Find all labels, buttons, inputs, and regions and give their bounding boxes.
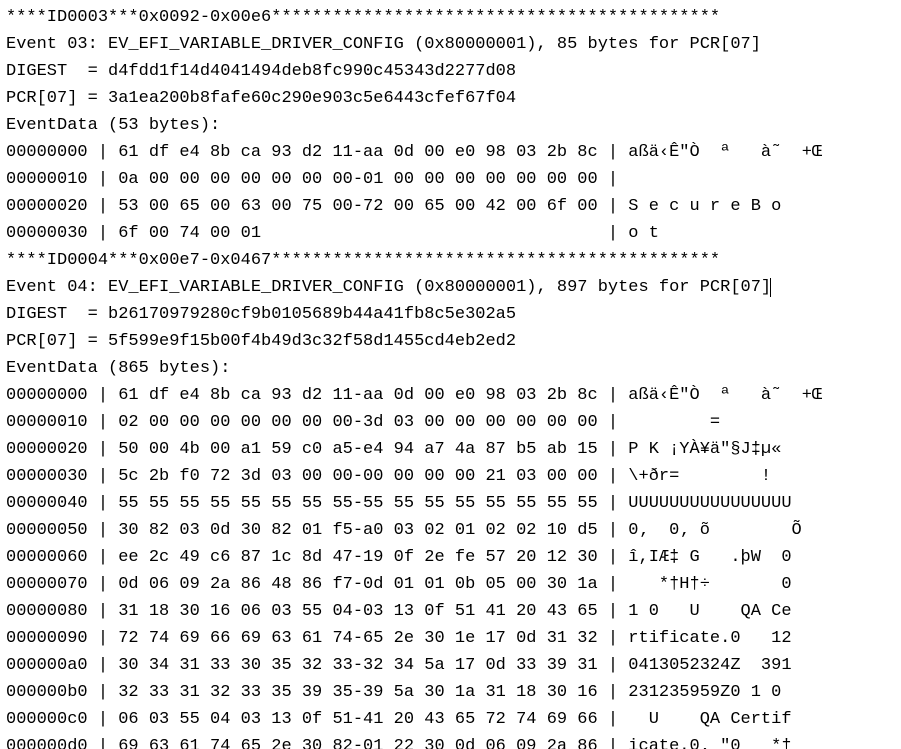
hex-dump-output: ****ID0003***0x0092-0x00e6**************… <box>0 0 901 749</box>
